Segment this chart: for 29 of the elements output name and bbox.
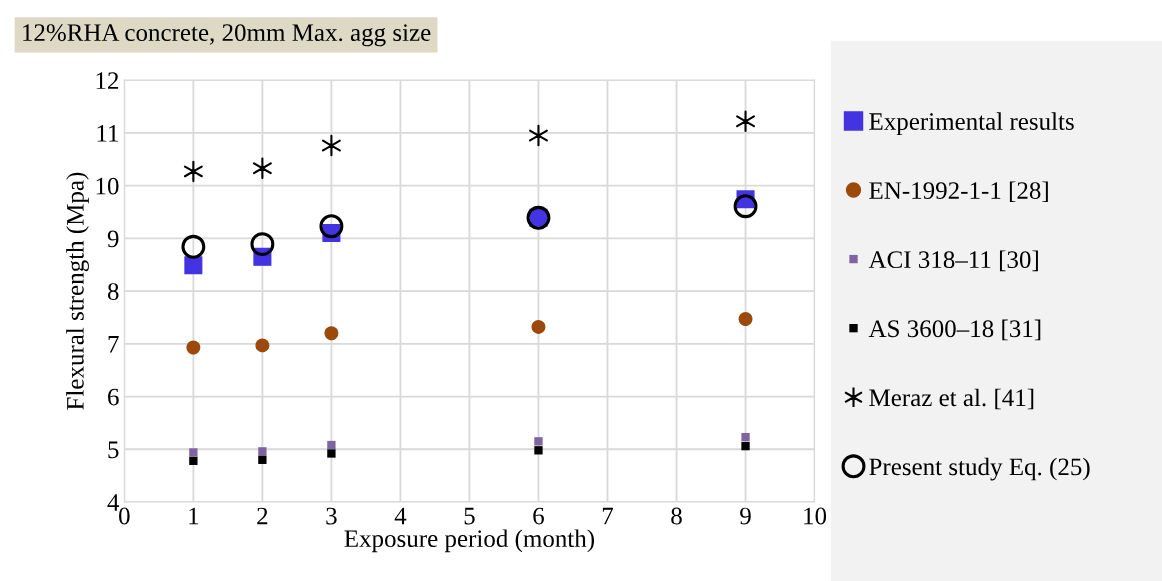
legend-label: EN-1992-1-1 [28] [869,181,1048,203]
x-tick-label: 8 [671,507,682,525]
legend-label: Meraz et al. [41] [869,388,1034,410]
y-tick-label: 11 [97,125,118,142]
legend-label: AS 3600–18 [31] [868,319,1041,341]
y-axis-title: Flexural strength (Mpa) [66,172,89,410]
y-tick-label: 4 [107,494,120,511]
x-tick-label: 10 [804,507,827,525]
y-tick-label: 7 [108,336,119,353]
legend-label: Experimental results [869,112,1074,135]
x-tick-label: 4 [394,507,407,525]
x-tick-label: 6 [533,507,544,525]
x-tick-label: 7 [602,507,614,525]
y-tick-label: 8 [107,283,119,300]
legend-label: ACI 318–11 [30] [868,250,1038,272]
x-tick-label: 1 [189,507,199,525]
y-tick-label: 6 [108,388,119,406]
x-tick-label: 2 [257,507,268,525]
y-tick-label: 10 [96,177,119,195]
y-tick-label: 12 [96,72,119,89]
x-tick-label: 0 [119,507,130,525]
x-tick-label: 9 [740,507,751,525]
x-axis-title: Exposure period (month) [344,529,595,553]
x-tick-label: 5 [464,507,475,525]
chart-title: 12%RHA concrete, 20mm Max. agg size [23,24,431,47]
x-tick-label: 3 [326,507,337,525]
y-tick-label: 5 [108,441,119,459]
legend-label: Present study Eq. (25) [869,457,1090,481]
y-tick-label: 9 [107,230,119,248]
